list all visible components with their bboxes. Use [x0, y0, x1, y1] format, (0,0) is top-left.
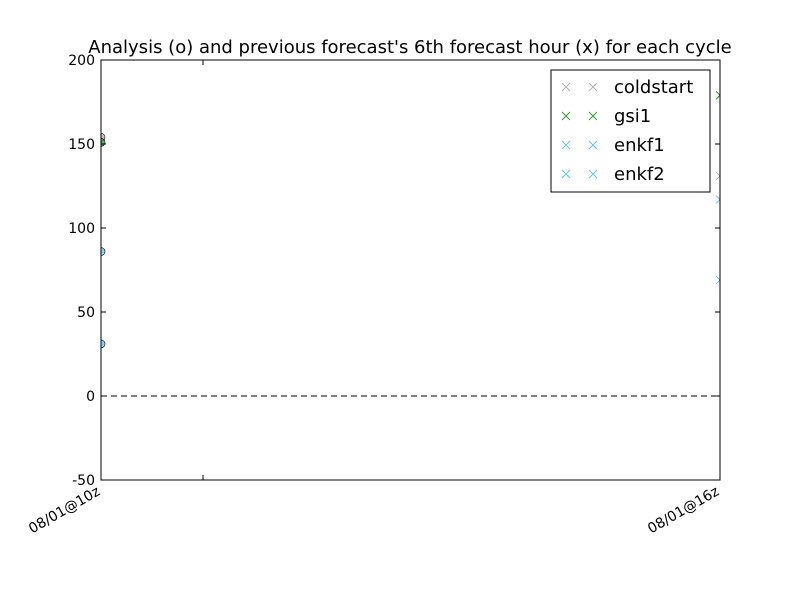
legend-marker-enkf2: [561, 169, 571, 179]
plot-area: [101, 90, 720, 397]
legend-marker-coldstart: [561, 82, 571, 92]
forecast-point-enkf1: [715, 195, 720, 204]
legend-frame: [550, 69, 711, 193]
y-tick-label: 200: [68, 53, 95, 69]
legend-label-enkf2: enkf2: [614, 164, 665, 185]
legend-label-gsi1: gsi1: [614, 106, 651, 127]
legend-marker-gsi1: [561, 111, 571, 121]
y-tick-label: 50: [77, 305, 95, 321]
analysis-point-enkf1: [101, 247, 106, 256]
legend-marker-gsi1: [588, 111, 598, 121]
forecast-point-enkf2: [715, 275, 720, 285]
data-points: [101, 90, 720, 349]
plot-frame: [100, 59, 721, 481]
forecast-point-gsi1: [715, 90, 720, 100]
y-tick-label: 0: [86, 389, 95, 405]
forecast-point-coldstart: [715, 171, 720, 181]
legend-marker-enkf1: [588, 140, 598, 150]
y-tick-label: 150: [68, 137, 95, 153]
y-tick-label: 100: [68, 221, 95, 237]
legend: coldstart gsi1 enkf1 enkf2: [550, 69, 711, 193]
y-tick-label: -50: [72, 473, 95, 489]
legend-marker-enkf2: [588, 169, 598, 179]
analysis-point-enkf2: [101, 339, 106, 349]
legend-marker-coldstart: [588, 82, 598, 92]
chart-title: Analysis (o) and previous forecast's 6th…: [88, 37, 731, 58]
legend-label-coldstart: coldstart: [614, 77, 693, 98]
legend-label-enkf1: enkf1: [614, 135, 665, 156]
legend-marker-enkf1: [561, 140, 571, 150]
y-axis: -50 0 50 100 150 200: [68, 53, 720, 489]
